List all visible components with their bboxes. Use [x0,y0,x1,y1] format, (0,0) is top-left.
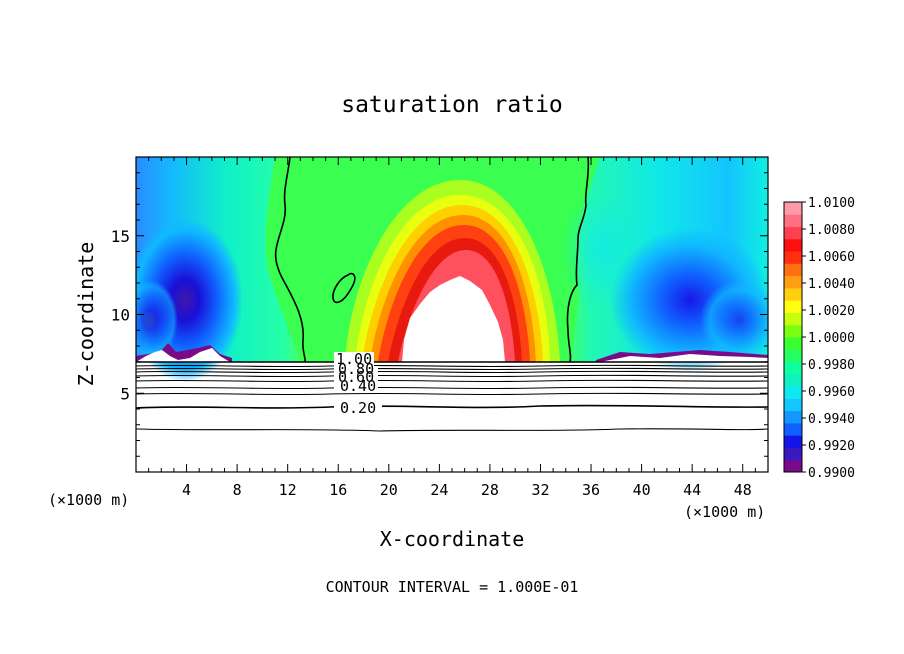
colorbar-swatch [784,398,802,412]
colorbar-swatch [784,459,802,473]
white-plume [402,276,505,362]
contour-interval-note: CONTOUR INTERVAL = 1.000E-01 [326,578,579,596]
colorbar-label: 1.0060 [808,250,855,265]
x-tick-label: 8 [233,481,242,499]
colorbar-swatch [784,251,802,264]
colorbar-label: 0.9900 [808,466,855,481]
x-tick-label: 28 [481,481,499,499]
x-tick-label: 44 [683,481,701,499]
colorbar-swatch [784,214,802,228]
colorbar-label: 1.0080 [808,223,855,238]
colorbar-label: 0.9920 [808,439,855,454]
x-tick-label: 20 [380,481,398,499]
contour-1.00-left [274,157,306,363]
colorbar-swatch [784,263,802,277]
contour-labels: 1.00 0.80 0.60 0.40 0.20 [336,350,376,417]
colorbar-label: 1.0020 [808,304,855,319]
heatmap-field [136,157,768,472]
x-axis-unit-left: (×1000 m) [48,491,129,509]
x-tick-label: 16 [329,481,347,499]
contour-label-0.20: 0.20 [340,399,376,417]
colorbar-swatch [784,410,802,424]
x-axis-ticks: 4 8 12 16 20 24 28 32 36 40 44 48 [148,157,756,499]
colorbar-swatch [784,349,802,363]
colorbar-swatch [784,226,802,240]
colorbar: 1.0100 1.0080 1.0060 1.0040 1.0020 1.0000 0.99… [783,196,855,481]
y-tick-label: 5 [120,384,130,403]
colorbar-swatch [784,435,802,448]
contour-label-0.40: 0.40 [340,377,376,395]
x-tick-label: 36 [582,481,600,499]
colorbar-swatch [784,287,802,301]
colorbar-label: 0.9960 [808,385,855,400]
colorbar-label: 1.0100 [808,196,855,211]
x-axis-unit-right: (×1000 m) [684,503,765,521]
colorbar-swatch [784,361,802,375]
contour-1.00-right [566,157,590,363]
x-tick-label: 32 [531,481,549,499]
contour-label-0.60: 0.60 [338,368,374,386]
colorbar-swatch [784,422,802,436]
colorbar-swatch [784,312,802,326]
x-tick-label: 40 [633,481,651,499]
colorbar-swatch [784,386,802,399]
chart-title: saturation ratio [341,92,563,118]
colorbar-swatch [784,447,802,461]
colorbar-label: 0.9940 [808,412,855,427]
colorbar-swatch [784,373,802,387]
x-tick-label: 24 [430,481,448,499]
contour-label-0.80: 0.80 [338,360,374,378]
colorbar-swatch [784,275,802,289]
colorbar-swatch [784,324,802,338]
x-tick-label: 12 [279,481,297,499]
colorbar-label: 1.0000 [808,331,855,346]
colorbar-swatch [784,238,802,252]
colorbar-swatch [784,202,802,215]
colorbar-label: 1.0040 [808,277,855,292]
y-axis-ticks: 5 10 15 [111,172,768,457]
x-axis-label: X-coordinate [380,527,525,551]
colorbar-swatch [784,337,802,350]
x-tick-label: 48 [734,481,752,499]
contour-label-1.00: 1.00 [336,350,372,368]
y-axis-label: Z-coordinate [74,242,98,387]
y-tick-label: 10 [111,306,130,325]
y-tick-label: 15 [111,227,130,246]
colorbar-label: 0.9980 [808,358,855,373]
contour-1.00-closed [332,272,356,304]
colorbar-swatch [784,300,802,313]
x-tick-label: 4 [182,481,191,499]
